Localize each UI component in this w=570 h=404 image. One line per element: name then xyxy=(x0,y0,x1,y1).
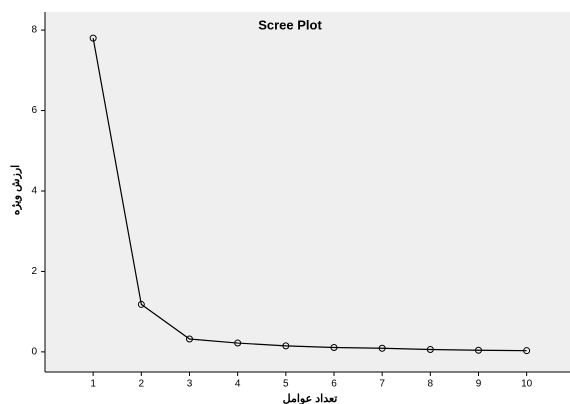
x-tick-label: 2 xyxy=(139,379,145,390)
y-tick-label: 4 xyxy=(31,186,37,197)
point xyxy=(426,345,434,353)
x-tick-label: 1 xyxy=(90,379,96,390)
x-axis-title: تعداد عوامل xyxy=(283,393,338,404)
point xyxy=(523,347,531,355)
point xyxy=(137,300,145,308)
x-tick-label: 8 xyxy=(428,379,434,390)
y-axis-title: ارزش ویژه xyxy=(10,165,22,215)
x-tick-label: 6 xyxy=(331,379,337,390)
point xyxy=(474,346,482,354)
x-tick-label: 5 xyxy=(283,379,289,390)
y-tick-label: 0 xyxy=(31,347,37,358)
y-tick-label: 6 xyxy=(31,105,37,116)
point xyxy=(89,34,97,42)
plot-background xyxy=(45,12,570,372)
point xyxy=(234,339,242,347)
y-tick-label: 2 xyxy=(31,266,37,277)
point xyxy=(282,342,290,350)
chart-title: Scree Plot xyxy=(258,17,322,32)
x-tick-label: 9 xyxy=(476,379,482,390)
y-tick-label: 8 xyxy=(31,25,37,36)
point xyxy=(378,344,386,352)
x-tick-label: 7 xyxy=(379,379,385,390)
x-tick-label: 4 xyxy=(235,379,241,390)
x-tick-label: 10 xyxy=(521,379,533,390)
point xyxy=(330,343,338,351)
point xyxy=(185,335,193,343)
x-tick-label: 3 xyxy=(187,379,193,390)
series-line xyxy=(92,38,527,352)
